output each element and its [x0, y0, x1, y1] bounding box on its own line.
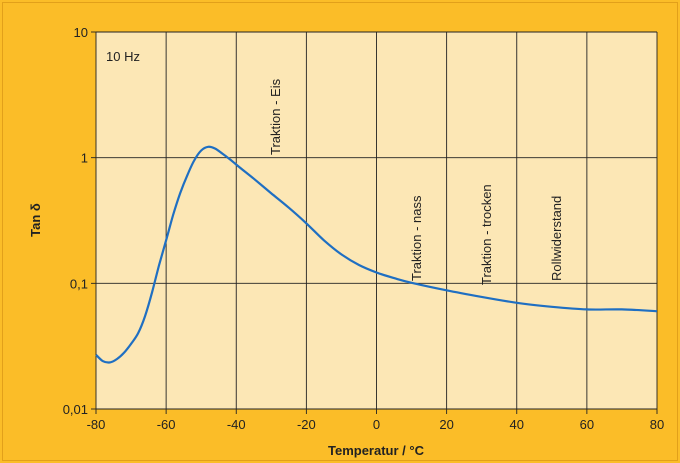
x-tick-label: -60	[157, 417, 176, 432]
y-tick-label: 10	[74, 25, 88, 40]
y-axis-label: Tan δ	[28, 203, 43, 237]
x-tick-label: -80	[87, 417, 106, 432]
y-tick-label: 1	[81, 151, 88, 166]
annotation-traktion-nass: Traktion - nass	[409, 195, 424, 281]
x-tick-label: 40	[510, 417, 524, 432]
x-tick-label: 0	[373, 417, 380, 432]
x-axis-label: Temperatur / °C	[328, 443, 425, 458]
y-tick-label: 0,01	[63, 402, 88, 417]
tan-delta-chart: -80 -60 -40 -20 0 20 40 60 80 0,01 0,1 1 10 10 Hz Tr…	[28, 25, 665, 458]
x-tick-label: 80	[650, 417, 664, 432]
grid-layer	[91, 31, 658, 414]
annotation-traktion-eis: Traktion - Eis	[268, 78, 283, 155]
x-tick-label: 60	[580, 417, 594, 432]
series-line	[95, 145, 658, 364]
y-tick-label: 0,1	[70, 276, 88, 291]
annotation-rollwiderstand: Rollwiderstand	[549, 196, 564, 281]
tick-layer: -80 -60 -40 -20 0 20 40 60 80 0,01 0,1 1 10	[63, 25, 665, 432]
x-tick-label: -40	[227, 417, 246, 432]
annotation-traktion-trocken: Traktion - trocken	[479, 184, 494, 285]
frequency-note: 10 Hz	[106, 49, 140, 64]
x-tick-label: -20	[297, 417, 316, 432]
x-tick-label: 20	[439, 417, 453, 432]
